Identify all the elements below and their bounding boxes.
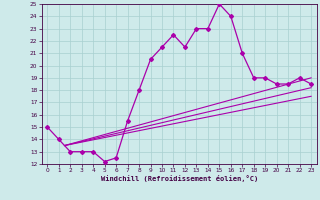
X-axis label: Windchill (Refroidissement éolien,°C): Windchill (Refroidissement éolien,°C) [100,175,258,182]
